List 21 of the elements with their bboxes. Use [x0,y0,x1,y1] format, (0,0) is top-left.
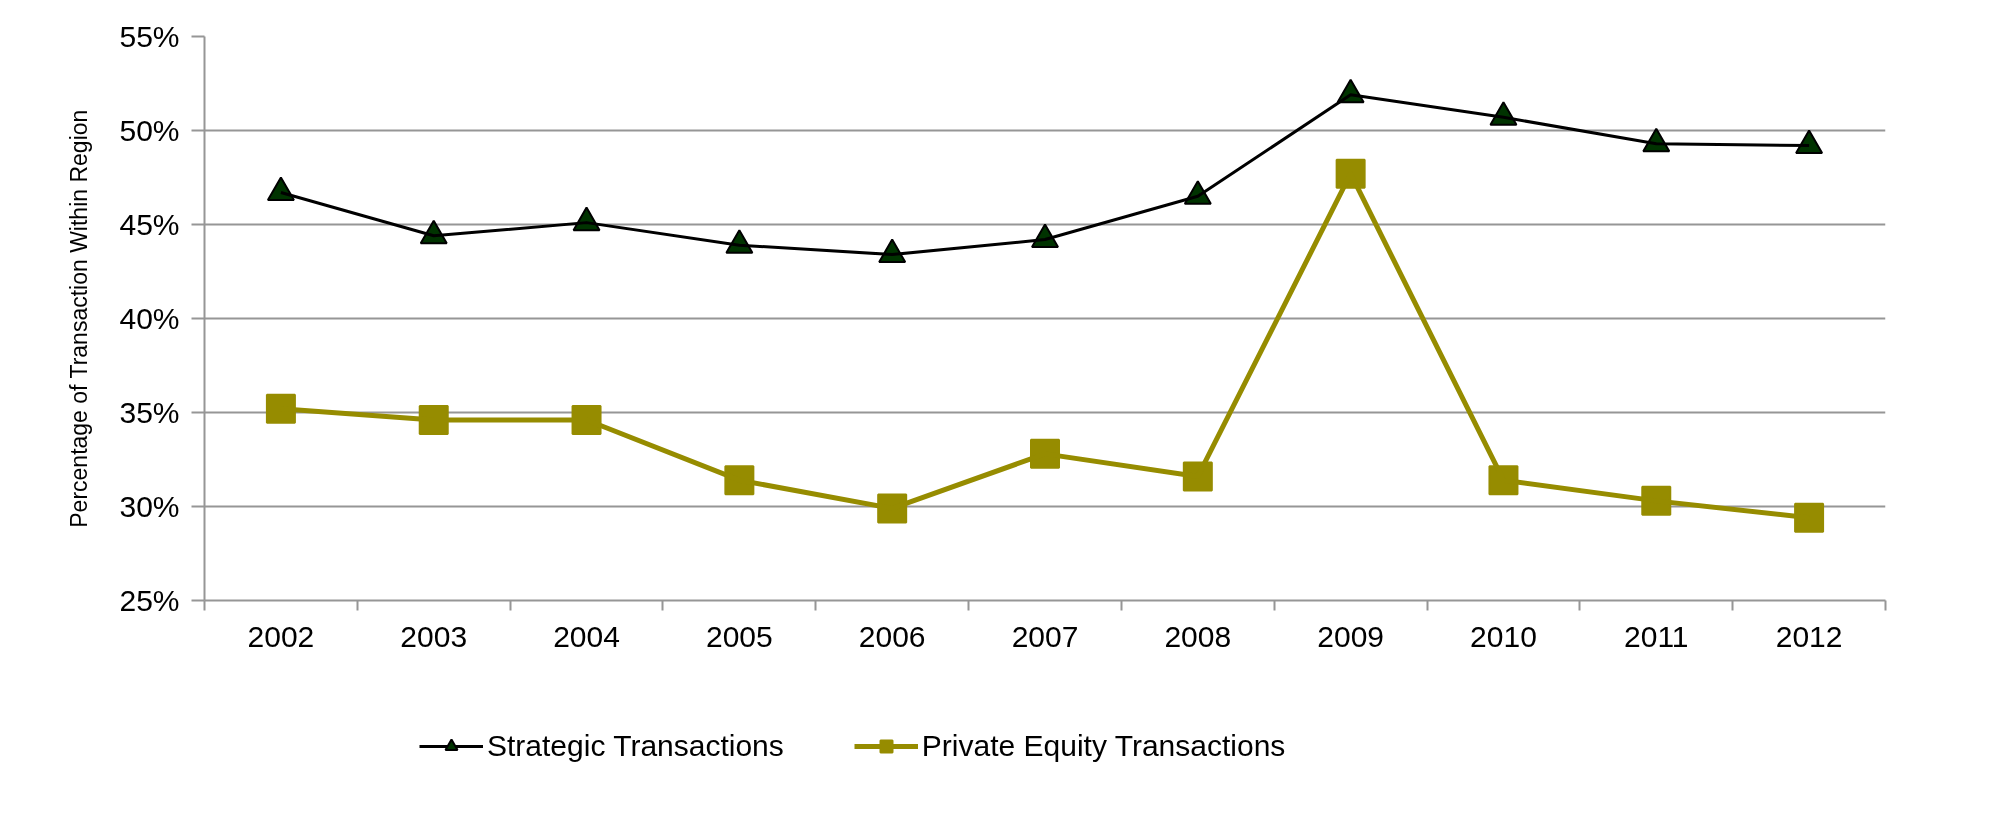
x-tick-label: 2009 [1317,619,1385,653]
x-tick-label: 2004 [553,619,620,653]
y-tick-label: 30% [119,490,180,523]
y-tick-label: 25% [119,584,180,617]
x-tick-label: 2008 [1164,619,1232,653]
y-axis-title: Percentage of Transaction Within Region [66,109,93,528]
x-tick-label: 2003 [400,619,468,653]
x-tick-label: 2012 [1775,619,1843,653]
x-tick-label: 2010 [1470,619,1537,653]
legend-label: Private Equity Transactions [921,729,1286,763]
x-tick-label: 2011 [1624,619,1689,653]
x-tick-label: 2005 [705,619,773,653]
x-tick-label: 2007 [1011,619,1079,653]
x-tick-label: 2006 [858,619,926,653]
x-tick-label: 2002 [247,619,315,653]
y-tick-label: 40% [119,302,180,335]
legend-label: Strategic Transactions [487,729,784,763]
y-tick-label: 35% [119,396,180,429]
y-tick-label: 50% [119,114,180,147]
y-tick-label: 45% [119,208,180,241]
y-tick-label: 55% [119,20,180,53]
